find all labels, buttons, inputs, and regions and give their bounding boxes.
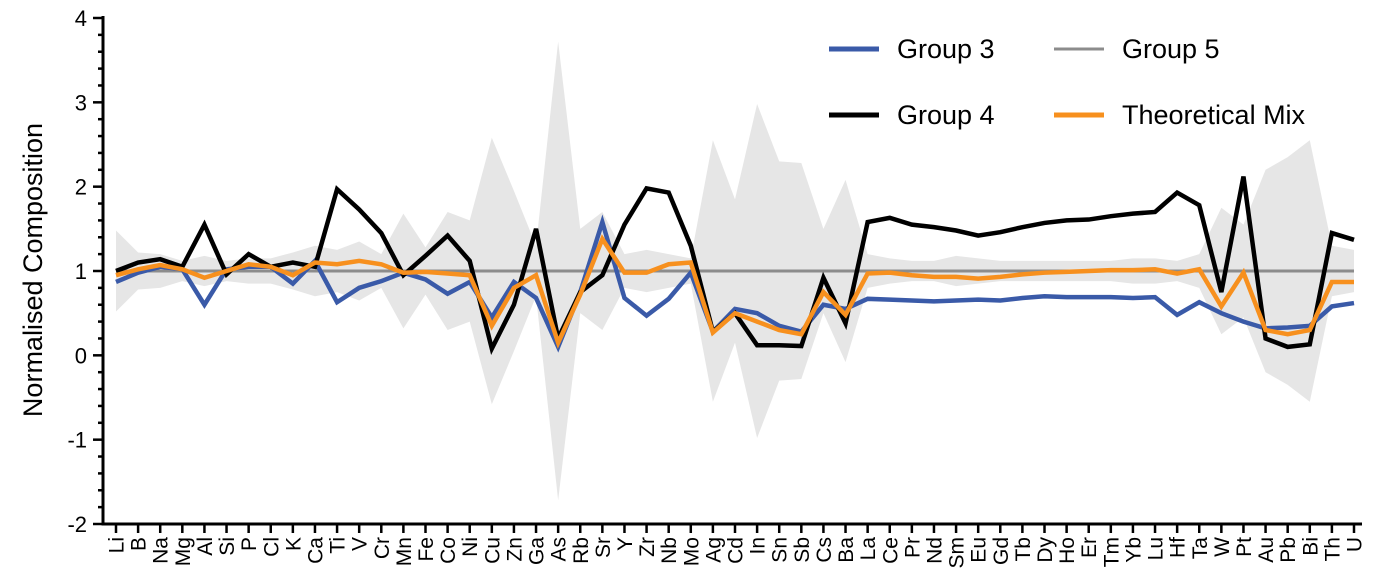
series-line-group-3 <box>115 214 1355 353</box>
legend-label-group-4: Group 4 <box>897 100 995 130</box>
legend-label-group-3: Group 3 <box>897 34 995 64</box>
x-tick-label: Sm <box>946 537 969 569</box>
x-tick-label: V <box>349 537 372 551</box>
x-tick-label: Ag <box>702 537 725 563</box>
x-tick-label: Bi <box>1299 537 1322 556</box>
x-tick-label: Th <box>1321 537 1344 562</box>
x-tick-label: Mn <box>393 537 416 566</box>
x-tick-label: Zn <box>503 537 526 562</box>
y-tick-label: -1 <box>67 428 87 453</box>
x-tick-label: Hf <box>1167 537 1190 558</box>
legend-label-theoretical-mix: Theoretical Mix <box>1122 100 1306 130</box>
x-tick-label: Pb <box>1277 537 1300 563</box>
x-tick-label: Ta <box>1189 537 1212 560</box>
x-tick-label: Lu <box>1145 537 1168 560</box>
x-tick-label: Mg <box>172 537 195 566</box>
x-tick-label: Gd <box>990 537 1013 565</box>
x-tick-label: Tb <box>1012 537 1035 562</box>
x-tick-label: Eu <box>968 537 991 563</box>
x-tick-label: Tm <box>1100 537 1123 567</box>
x-tick-label: W <box>1211 537 1234 557</box>
x-tick-label: In <box>747 537 770 555</box>
x-tick-label: Ga <box>526 537 549 565</box>
x-tick-label: Sr <box>592 537 615 558</box>
x-tick-label: Na <box>150 537 173 564</box>
x-tick-label: Al <box>194 537 217 556</box>
x-tick-label: Dy <box>1034 537 1057 563</box>
x-tick-label: Pr <box>901 537 924 558</box>
x-tick-label: Ni <box>459 537 482 557</box>
x-tick-label: Co <box>437 537 460 564</box>
x-tick-label: Y <box>614 537 637 551</box>
y-tick-label: 2 <box>75 175 87 200</box>
x-tick-label: Sn <box>769 537 792 563</box>
y-tick-label: 3 <box>75 90 87 115</box>
x-tick-label: Au <box>1255 537 1278 563</box>
x-tick-label: Yb <box>1122 537 1145 563</box>
x-tick-label: Ce <box>879 537 902 564</box>
x-tick-label: Si <box>216 537 239 556</box>
x-tick-label: Zr <box>636 537 659 557</box>
x-tick-label: Pt <box>1233 537 1256 557</box>
y-tick-label: 4 <box>75 6 87 31</box>
x-tick-label: Mo <box>680 537 703 566</box>
x-tick-label: Li <box>106 537 129 553</box>
x-tick-label: Sb <box>791 537 814 563</box>
x-tick-label: As <box>548 537 571 562</box>
y-tick-label: 0 <box>75 343 87 368</box>
x-tick-label: Cl <box>260 537 283 557</box>
legend-label-group-5: Group 5 <box>1122 34 1220 64</box>
x-tick-label: B <box>128 537 151 551</box>
x-tick-label: Ho <box>1056 537 1079 564</box>
y-tick-label: 1 <box>75 259 87 284</box>
x-tick-label: Er <box>1078 537 1101 558</box>
x-tick-label: K <box>282 537 305 551</box>
x-tick-label: Cs <box>813 537 836 563</box>
x-tick-label: Cu <box>481 537 504 564</box>
x-tick-label: Ba <box>835 537 858 563</box>
y-axis-label: Normalised Composition <box>18 123 48 417</box>
y-tick-label: -2 <box>67 512 87 537</box>
x-tick-label: Cd <box>725 537 748 564</box>
x-tick-label: Ca <box>304 537 327 564</box>
x-tick-label: La <box>857 537 880 561</box>
x-tick-label: Nd <box>923 537 946 564</box>
x-tick-label: Fe <box>415 537 438 562</box>
series-lines-layer <box>115 176 1355 355</box>
legend: Group 5 Group 3 Group 4 Theoretical Mix <box>829 34 1306 130</box>
x-tick-label: U <box>1344 537 1367 552</box>
x-tick-label: Rb <box>570 537 593 564</box>
x-tick-label: P <box>238 537 261 551</box>
series-line-theoretical-mix <box>115 234 1354 349</box>
x-tick-label: Nb <box>658 537 681 564</box>
x-tick-label: Ti <box>327 537 350 554</box>
x-tick-label: Cr <box>371 537 394 559</box>
